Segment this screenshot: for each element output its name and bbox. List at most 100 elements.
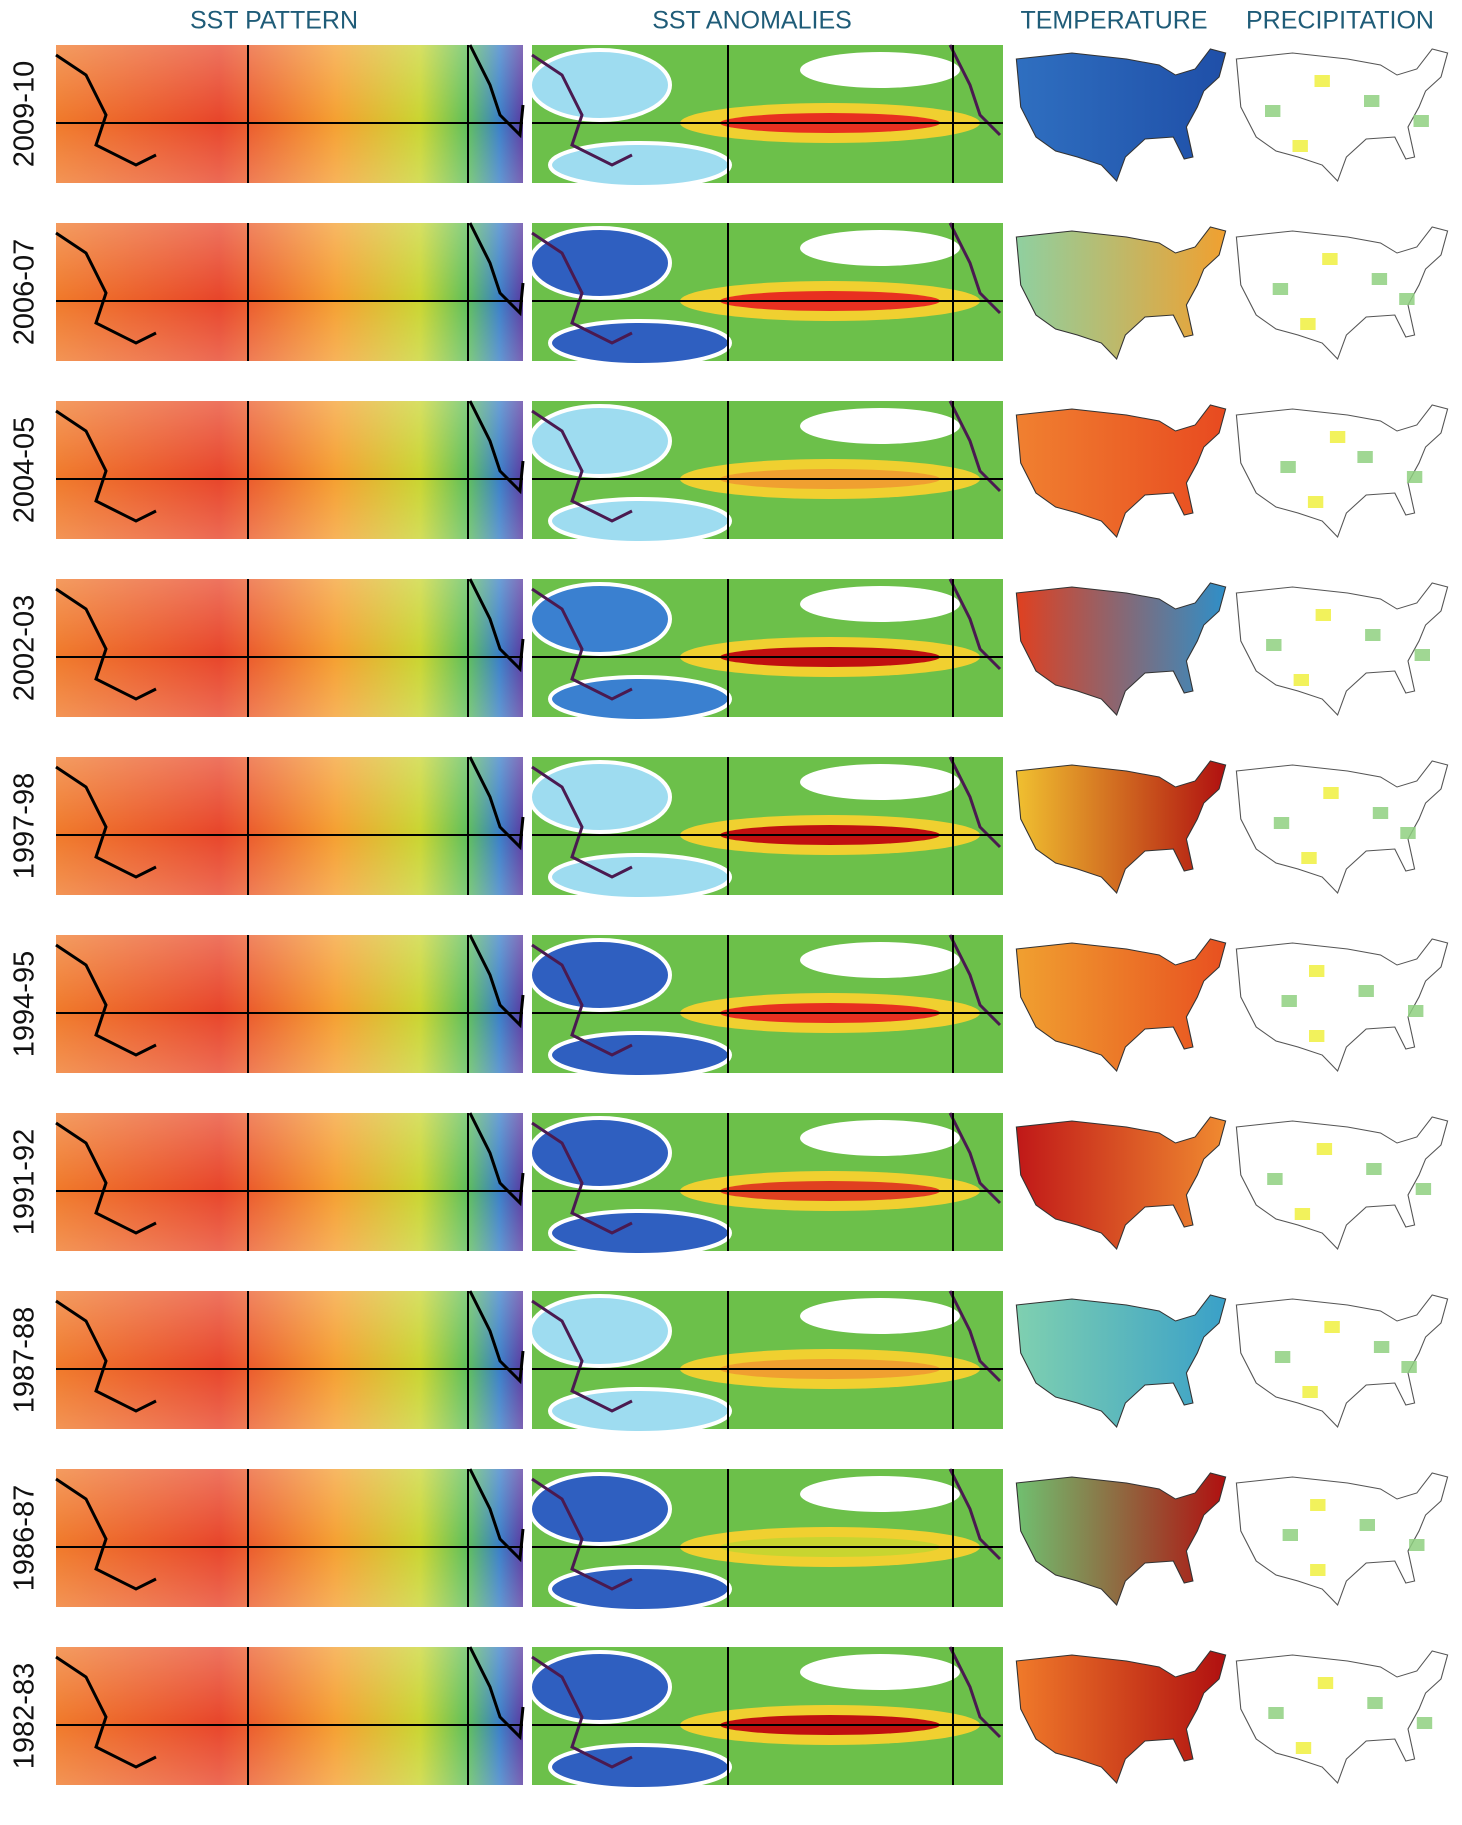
row-label: 2002-03 xyxy=(9,595,41,701)
anomaly-blob xyxy=(800,1298,960,1334)
temperature-map xyxy=(1016,1117,1225,1249)
map-shade xyxy=(56,1647,523,1785)
precipitation-map xyxy=(1236,1651,1447,1783)
precip-patch xyxy=(1309,1030,1324,1042)
precip-patch xyxy=(1275,1351,1290,1363)
anomaly-blob xyxy=(550,499,730,543)
precip-patch xyxy=(1357,451,1372,463)
column-header: SST PATTERN xyxy=(190,7,358,35)
map-shade xyxy=(56,223,523,361)
precip-patch xyxy=(1308,496,1323,508)
precipitation-map xyxy=(1236,1117,1447,1249)
precip-patch xyxy=(1265,105,1280,117)
precip-patch xyxy=(1408,1005,1423,1017)
precip-patch xyxy=(1310,1564,1325,1576)
anomaly-blob xyxy=(800,408,960,444)
anomaly-blob xyxy=(530,940,670,1010)
precip-patch xyxy=(1401,1361,1416,1373)
precip-patch xyxy=(1300,318,1315,330)
precip-patch xyxy=(1301,852,1316,864)
anomaly-blob xyxy=(530,762,670,832)
temperature-map xyxy=(1016,49,1225,181)
precip-patch xyxy=(1268,1707,1283,1719)
map-shade xyxy=(56,757,523,895)
precipitation-map xyxy=(1236,1473,1447,1605)
precip-patch xyxy=(1416,1183,1431,1195)
precip-patch xyxy=(1266,639,1281,651)
row: 1994-95 xyxy=(9,935,1448,1077)
map-shade xyxy=(56,401,523,539)
anomaly-blob xyxy=(800,1654,960,1690)
precip-patch xyxy=(1294,674,1309,686)
precip-patch xyxy=(1302,1386,1317,1398)
us-outline xyxy=(1236,1651,1447,1783)
precip-patch xyxy=(1309,965,1324,977)
precip-patch xyxy=(1315,75,1330,87)
row: 1997-98 xyxy=(9,757,1448,899)
precipitation-map xyxy=(1236,405,1447,537)
anomaly-blob xyxy=(530,1296,670,1366)
row-label: 1991-92 xyxy=(9,1129,41,1235)
precip-patch xyxy=(1296,1742,1311,1754)
precip-patch xyxy=(1323,787,1338,799)
precip-patch xyxy=(1372,273,1387,285)
precip-patch xyxy=(1364,95,1379,107)
precip-patch xyxy=(1322,253,1337,265)
us-outline xyxy=(1236,761,1447,893)
row-label: 1986-87 xyxy=(9,1485,41,1591)
precipitation-map xyxy=(1236,583,1447,715)
anomaly-blob xyxy=(530,228,670,298)
anomaly-blob xyxy=(550,1389,730,1433)
anomaly-blob xyxy=(530,1118,670,1188)
temperature-map xyxy=(1016,1651,1225,1783)
precipitation-map xyxy=(1236,761,1447,893)
precip-patch xyxy=(1360,1519,1375,1531)
row: 1991-92 xyxy=(9,1113,1448,1255)
temperature-map xyxy=(1016,939,1225,1071)
precip-patch xyxy=(1295,1208,1310,1220)
precip-patch xyxy=(1407,471,1422,483)
anomaly-blob xyxy=(530,584,670,654)
row-label: 1987-88 xyxy=(9,1307,41,1413)
anomaly-blob xyxy=(530,1474,670,1544)
temperature-map xyxy=(1016,1473,1225,1605)
precipitation-map xyxy=(1236,939,1447,1071)
precip-patch xyxy=(1367,1697,1382,1709)
anomaly-blob xyxy=(550,677,730,721)
row: 2004-05 xyxy=(9,401,1448,543)
precip-patch xyxy=(1293,140,1308,152)
temperature-map xyxy=(1016,227,1225,359)
map-shade xyxy=(56,935,523,1073)
temperature-map xyxy=(1016,583,1225,715)
precipitation-map xyxy=(1236,227,1447,359)
precip-patch xyxy=(1330,431,1345,443)
anomaly-blob xyxy=(550,143,730,187)
precip-patch xyxy=(1365,629,1380,641)
row-label: 2004-05 xyxy=(9,417,41,523)
anomaly-blob xyxy=(800,1476,960,1512)
anomaly-blob xyxy=(800,586,960,622)
figure: SST PATTERN SST ANOMALIES TEMPERATURE PR… xyxy=(0,0,1462,1825)
precip-patch xyxy=(1415,649,1430,661)
precip-patch xyxy=(1324,1321,1339,1333)
anomaly-blob xyxy=(550,855,730,899)
anomaly-blob xyxy=(800,764,960,800)
precip-patch xyxy=(1417,1717,1432,1729)
row-label: 1982-83 xyxy=(9,1663,41,1769)
precip-patch xyxy=(1409,1539,1424,1551)
precip-patch xyxy=(1366,1163,1381,1175)
precip-patch xyxy=(1400,827,1415,839)
row: 1986-87 xyxy=(9,1469,1448,1611)
precip-patch xyxy=(1283,1529,1298,1541)
precip-patch xyxy=(1318,1677,1333,1689)
row-label: 1994-95 xyxy=(9,951,41,1057)
map-shade xyxy=(56,1113,523,1251)
anomaly-blob xyxy=(550,321,730,365)
row: 1987-88 xyxy=(9,1291,1448,1433)
precipitation-map xyxy=(1236,49,1447,181)
precip-patch xyxy=(1317,1143,1332,1155)
precip-patch xyxy=(1273,283,1288,295)
temperature-map xyxy=(1016,1295,1225,1427)
precip-patch xyxy=(1374,1341,1389,1353)
precip-patch xyxy=(1282,995,1297,1007)
